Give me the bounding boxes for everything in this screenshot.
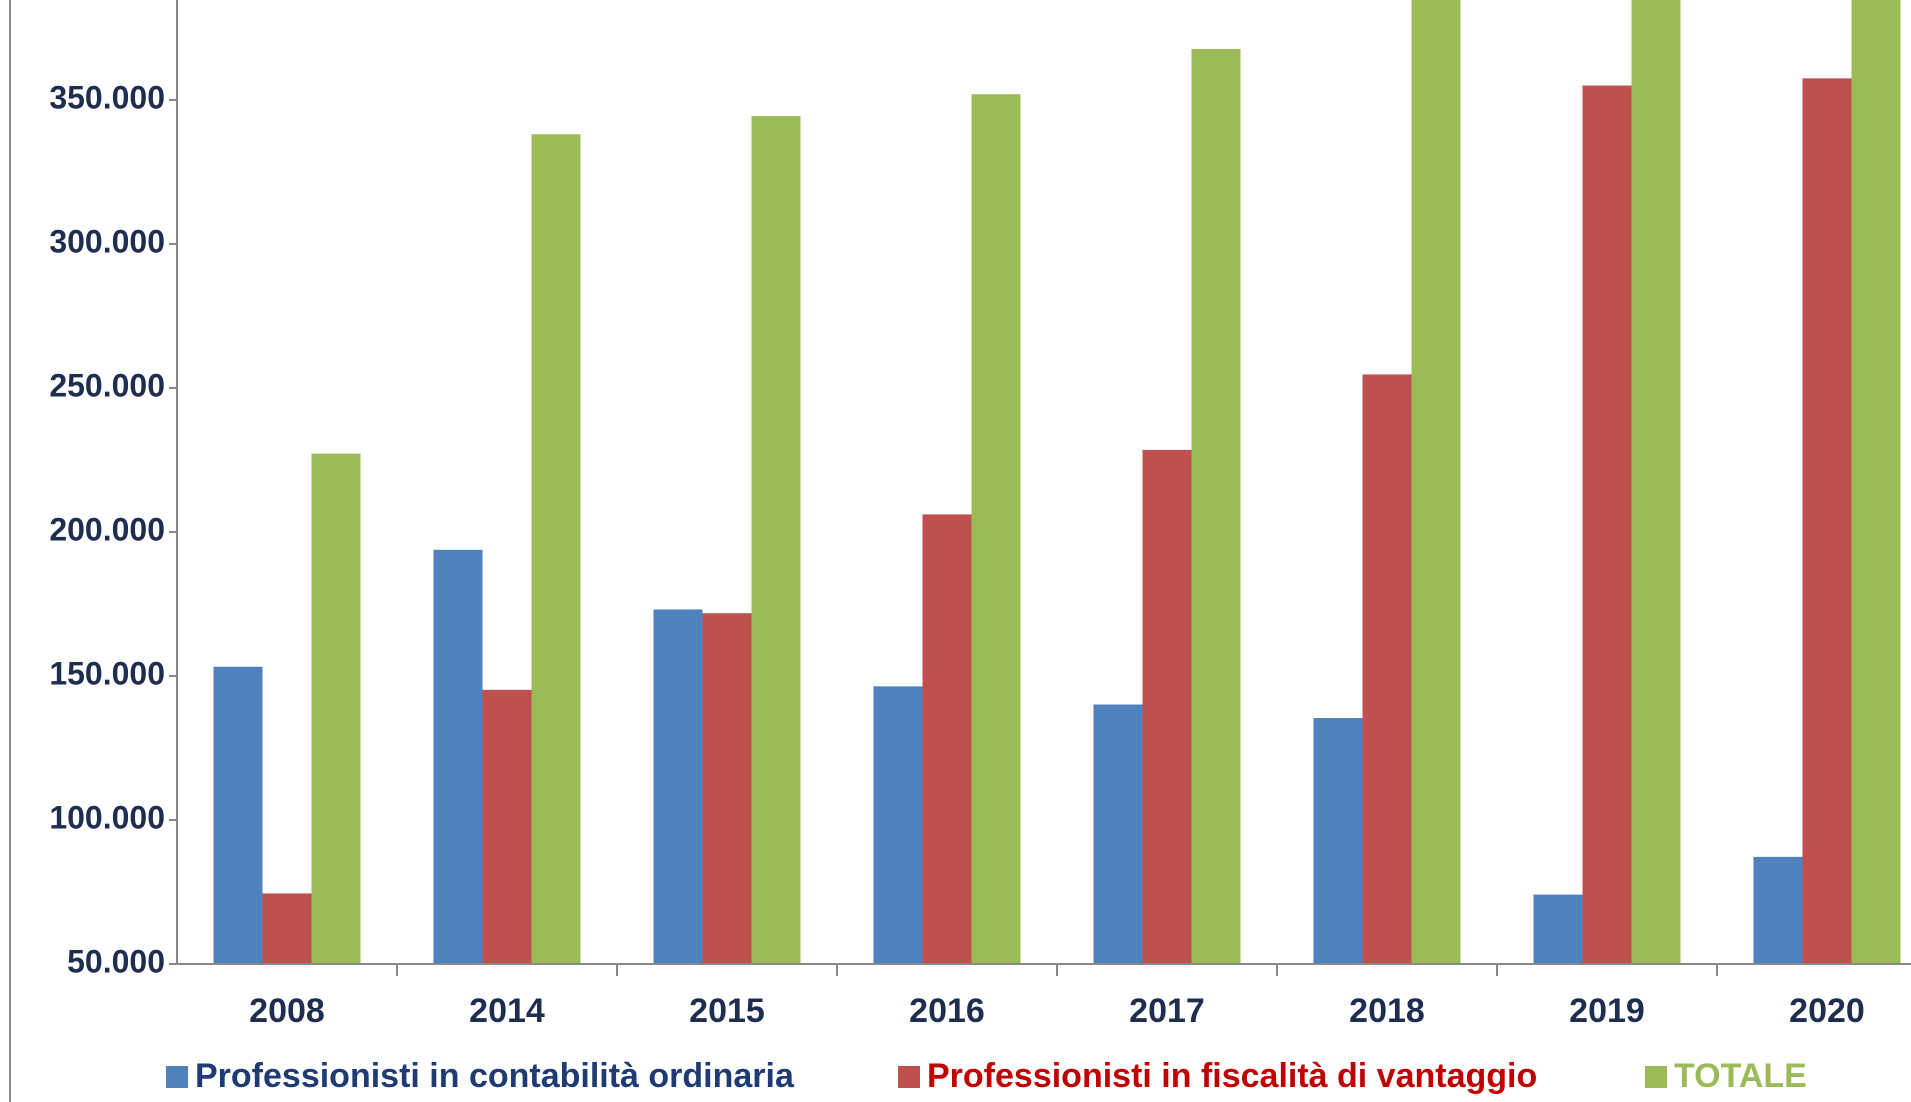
legend-swatch xyxy=(166,1066,188,1088)
bar xyxy=(873,686,923,964)
x-tick-label: 2020 xyxy=(1789,992,1865,1030)
legend-label: TOTALE xyxy=(1674,1057,1807,1095)
y-tick-label: 150.000 xyxy=(49,655,165,691)
plot-area xyxy=(213,0,1901,964)
y-tick-label: 250.000 xyxy=(49,367,165,403)
y-tick-label: 100.000 xyxy=(49,799,165,835)
bar xyxy=(1313,718,1363,964)
x-tick-label: 2018 xyxy=(1349,992,1425,1030)
bar xyxy=(311,453,361,964)
x-tick-label: 2017 xyxy=(1129,992,1205,1030)
bar xyxy=(702,613,752,964)
x-tick-label: 2008 xyxy=(249,992,325,1030)
y-tick-label: 200.000 xyxy=(49,511,165,547)
bar xyxy=(1631,0,1681,964)
x-tick-label: 2016 xyxy=(909,992,985,1030)
bar xyxy=(1802,78,1852,964)
bar xyxy=(262,893,312,964)
legend-label: Professionisti in fiscalità di vantaggio xyxy=(927,1057,1537,1095)
x-tick-label: 2015 xyxy=(689,992,765,1030)
bar xyxy=(1582,85,1632,964)
bar xyxy=(971,94,1021,964)
bar xyxy=(482,689,532,964)
bar xyxy=(1411,0,1461,964)
y-tick-label: 300.000 xyxy=(49,223,165,259)
bar xyxy=(1533,894,1583,964)
legend-label: Professionisti in contabilità ordinaria xyxy=(195,1057,795,1095)
bar xyxy=(751,116,801,964)
bar xyxy=(213,666,263,964)
bar xyxy=(531,134,581,964)
y-tick-label: 50.000 xyxy=(67,943,165,979)
x-tick-label: 2019 xyxy=(1569,992,1645,1030)
bar xyxy=(1093,704,1143,964)
y-tick-label: 350.000 xyxy=(49,79,165,115)
x-tick-label: 2014 xyxy=(469,992,545,1030)
legend-swatch xyxy=(898,1066,920,1088)
bar xyxy=(1362,374,1412,964)
bar xyxy=(922,514,972,964)
bar xyxy=(1851,0,1901,964)
legend-swatch xyxy=(1645,1066,1667,1088)
bar xyxy=(433,549,483,964)
bar xyxy=(1142,449,1192,964)
bar xyxy=(1191,48,1241,964)
bar xyxy=(653,609,703,964)
bar xyxy=(1753,856,1803,964)
